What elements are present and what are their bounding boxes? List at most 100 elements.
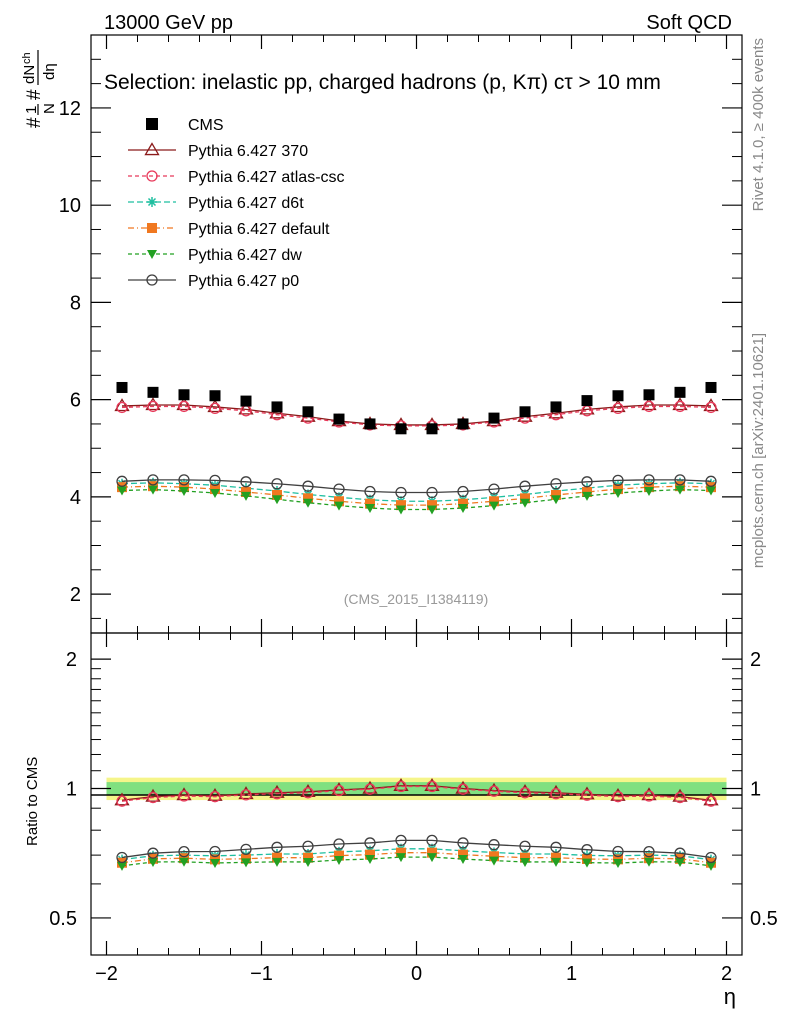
y-label-hash: # [24,117,45,128]
series-point [643,474,655,486]
series-point [610,399,626,413]
series-point [612,402,624,415]
cms-data-point [581,395,593,407]
series-point [209,474,221,486]
ratio-tick-label-left: 0.5 [49,908,77,930]
ratio-point [458,849,468,860]
ratio-point [116,851,128,864]
series-point [396,505,406,515]
ratio-point [520,857,530,867]
series-line [121,488,712,511]
ratio-point [334,850,344,861]
series-point [303,493,313,504]
series-point [641,397,657,411]
ratio-point [209,845,221,858]
x-axis-label: η [724,984,736,1009]
legend-label: Pythia 6.427 dw [188,247,302,264]
y-label-deta: dη [41,63,58,80]
series-point [458,498,468,509]
x-tick-label: −2 [95,963,118,985]
y-label-dnch: dN [21,65,38,84]
series-point [644,487,654,497]
series-point [145,397,161,411]
y-tick-label: 6 [70,390,81,412]
legend-label: Pythia 6.427 d6t [188,195,304,212]
series-point [271,478,283,490]
series-point [176,397,192,411]
series-point [705,401,717,414]
ratio-point [176,787,192,801]
legend-marker [147,197,157,207]
series-point [302,480,314,492]
series-point [612,474,624,486]
cms-data-point [209,390,221,402]
series-point [488,483,500,495]
rivet-label: Rivet 4.1.0, ≥ 400k events [750,38,767,211]
series-point [579,401,595,415]
series-point [674,400,686,413]
ratio-point [209,791,221,803]
series-point [551,489,561,500]
series-point [519,480,531,492]
ratio-point [579,786,595,800]
ratio-point [457,783,469,795]
series-point [427,500,437,511]
ratio-point [302,840,314,852]
legend-label: Pythia 6.427 atlas-csc [188,169,345,186]
legend-marker [146,274,158,286]
series-point [489,501,499,511]
ratio-point [488,785,500,797]
ratio-point [426,834,438,847]
ratio-point [703,792,719,806]
series-point [179,487,189,497]
ratio-point [455,780,471,794]
series-point [581,476,593,488]
watermark-label: (CMS_2015_I1384119) [344,591,489,607]
ratio-point [271,841,283,853]
ratio-point [427,847,437,858]
ratio-point [116,795,128,807]
ratio-point [581,844,593,856]
energy-label: 13000 GeV pp [104,12,233,34]
series-point [178,474,190,486]
y-tick-label: 12 [59,98,81,120]
cms-data-point [643,389,655,401]
ratio-point [240,789,252,801]
ratio-point [238,786,254,800]
cms-data-point [395,423,407,435]
cms-data-point [426,423,438,435]
cms-data-point [333,413,345,425]
ratio-point [300,784,316,797]
ratio-point [612,791,624,803]
ratio-point [334,855,344,865]
series-point [489,496,499,507]
ratio-point [517,784,533,797]
ratio-point [365,855,375,865]
ratio-point [365,849,375,860]
cms-data-point [612,390,624,402]
ratio-point [643,846,655,858]
series-point [147,400,159,413]
ratio-point [114,792,130,806]
series-point [116,475,128,487]
ratio-band-inner [106,782,727,796]
ratio-point [705,851,717,864]
ratio-point [395,834,407,847]
cms-data-point [519,406,531,418]
cms-data-point [488,412,500,424]
series-point [582,491,592,501]
ratio-point [581,789,593,801]
y-label-ch: ch [21,52,33,64]
y-label-n: N [41,103,58,114]
selection-label: Selection: inelastic pp, charged hadrons… [104,71,661,94]
ratio-tick-label-right: 1 [750,779,761,801]
ratio-point [486,782,502,796]
series-point [241,491,251,501]
cms-data-point [457,418,469,430]
series-point [520,498,530,508]
ratio-point [489,851,499,862]
series-point [672,397,688,411]
ratio-point [396,853,406,863]
cms-data-point [147,386,159,398]
